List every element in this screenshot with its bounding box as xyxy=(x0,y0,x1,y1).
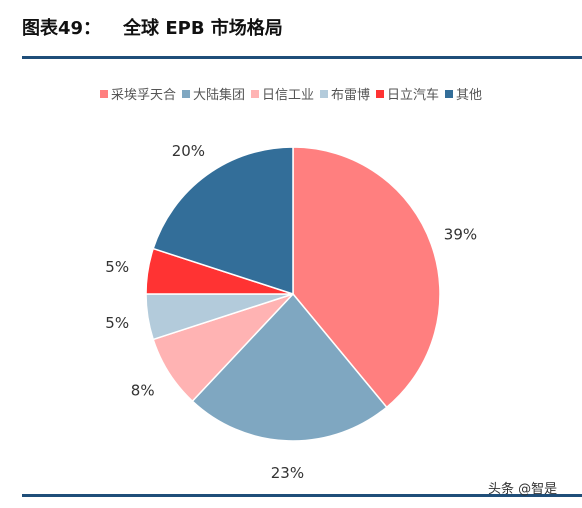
top-rule xyxy=(22,56,582,59)
legend-item: 日立汽车 xyxy=(376,84,439,103)
bottom-rule xyxy=(22,494,582,497)
legend-item: 日信工业 xyxy=(250,84,314,103)
watermark: 头条 @智是 xyxy=(488,482,558,497)
pie-slice xyxy=(191,292,388,442)
legend-label: 布雷博 xyxy=(331,88,371,103)
chart-title: 图表49： 全球 EPB 市场格局 xyxy=(22,14,283,40)
data-label: 23% xyxy=(271,464,304,482)
legend-swatch xyxy=(376,89,385,98)
legend-swatch xyxy=(250,89,259,98)
chart-legend: 采埃孚天合 大陆集团 日信工业 布雷博 日立汽车 其他 xyxy=(0,84,582,103)
pie-slice xyxy=(152,146,294,296)
pie-slice xyxy=(292,146,441,409)
data-label: 5% xyxy=(105,314,129,332)
legend-swatch xyxy=(320,89,328,98)
legend-item: 布雷博 xyxy=(320,84,370,103)
legend-item: 其他 xyxy=(445,84,482,103)
data-label: 39% xyxy=(444,226,477,244)
legend-item: 大陆集团 xyxy=(181,84,245,103)
data-label: 8% xyxy=(131,381,155,399)
legend-label: 采埃孚天合 xyxy=(110,88,176,103)
legend-swatch xyxy=(99,89,108,98)
data-label: 5% xyxy=(105,258,129,276)
legend-label: 日信工业 xyxy=(261,88,314,103)
legend-swatch xyxy=(181,89,190,98)
figure-label: 图表49： xyxy=(22,18,102,39)
legend-swatch xyxy=(445,89,454,98)
legend-label: 日立汽车 xyxy=(387,88,440,103)
legend-label: 其他 xyxy=(456,88,483,103)
legend-item: 采埃孚天合 xyxy=(99,84,176,103)
legend-label: 大陆集团 xyxy=(192,88,245,103)
data-label: 20% xyxy=(172,142,205,160)
chart-title-text: 全球 EPB 市场格局 xyxy=(123,18,283,39)
